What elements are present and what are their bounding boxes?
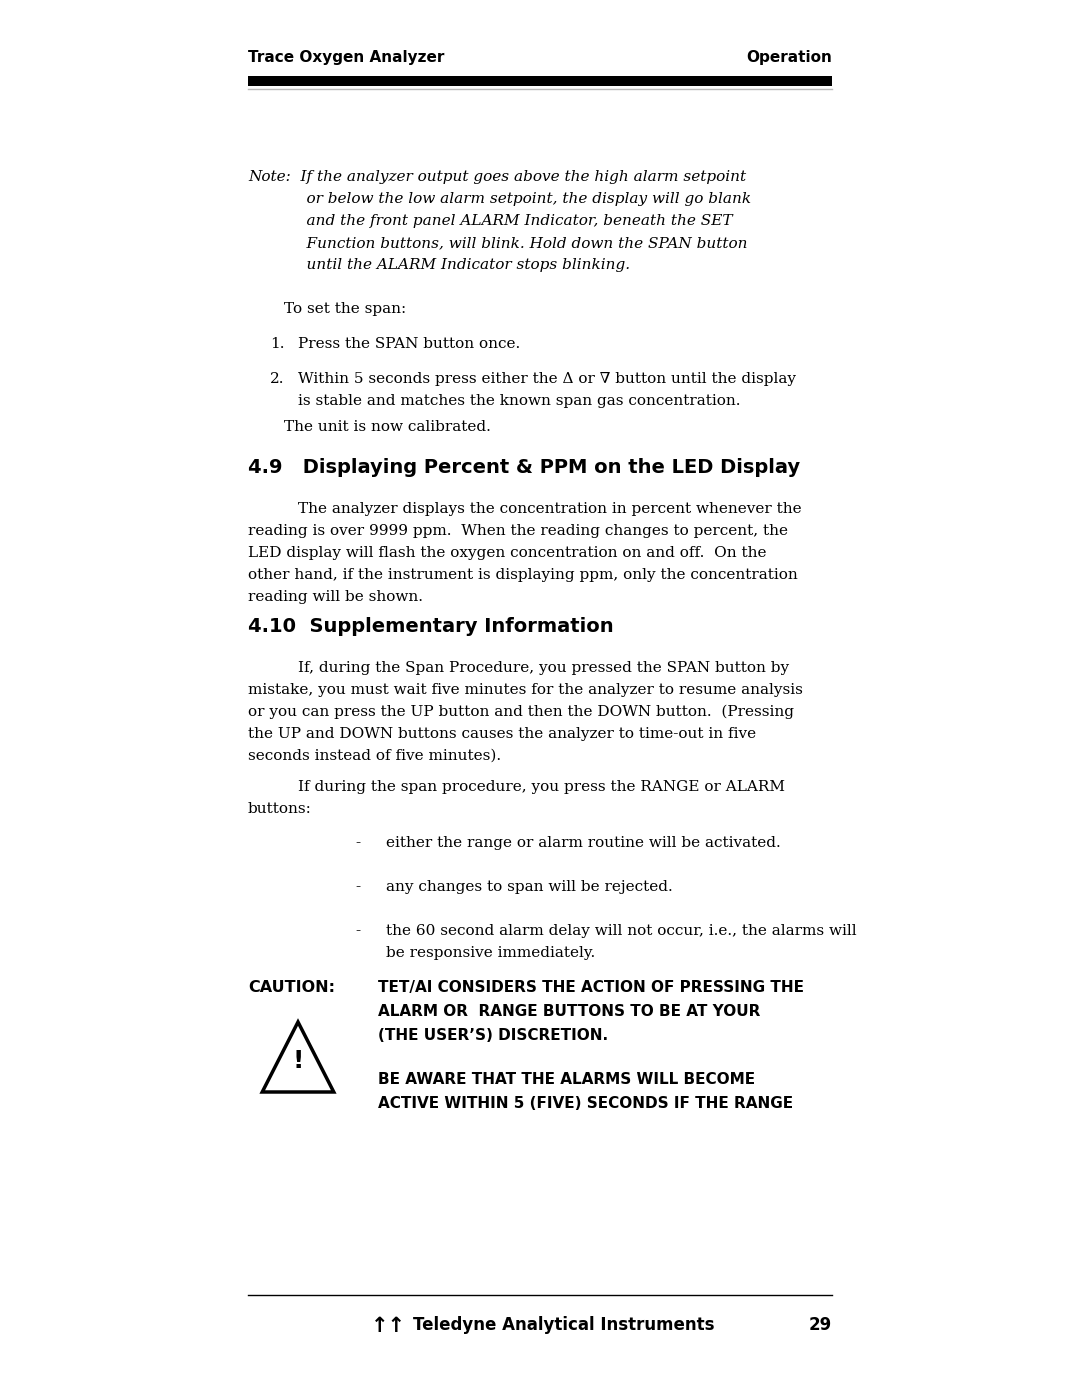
Text: Function buttons, will blink. Hold down the SPAN button: Function buttons, will blink. Hold down …: [248, 236, 747, 250]
Text: If, during the Span Procedure, you pressed the SPAN button by: If, during the Span Procedure, you press…: [298, 661, 789, 675]
Text: ALARM OR  RANGE BUTTONS TO BE AT YOUR: ALARM OR RANGE BUTTONS TO BE AT YOUR: [378, 1004, 760, 1018]
Text: Within 5 seconds press either the Δ or ∇ button until the display: Within 5 seconds press either the Δ or ∇…: [298, 372, 796, 386]
Text: Operation: Operation: [746, 50, 832, 66]
Text: 29: 29: [809, 1316, 832, 1334]
Text: Teledyne Analytical Instruments: Teledyne Analytical Instruments: [413, 1316, 715, 1334]
Text: reading is over 9999 ppm.  When the reading changes to percent, the: reading is over 9999 ppm. When the readi…: [248, 524, 788, 538]
Text: (THE USER’S) DISCRETION.: (THE USER’S) DISCRETION.: [378, 1028, 608, 1044]
Text: seconds instead of five minutes).: seconds instead of five minutes).: [248, 749, 501, 763]
Text: -: -: [355, 923, 361, 937]
Text: 4.9   Displaying Percent & PPM on the LED Display: 4.9 Displaying Percent & PPM on the LED …: [248, 458, 800, 476]
Text: TET/AI CONSIDERS THE ACTION OF PRESSING THE: TET/AI CONSIDERS THE ACTION OF PRESSING …: [378, 981, 804, 995]
Bar: [248, 75, 832, 87]
Text: is stable and matches the known span gas concentration.: is stable and matches the known span gas…: [298, 394, 741, 408]
Text: buttons:: buttons:: [248, 802, 312, 816]
Text: either the range or alarm routine will be activated.: either the range or alarm routine will b…: [386, 835, 781, 849]
Text: -: -: [355, 880, 361, 894]
Text: or below the low alarm setpoint, the display will go blank: or below the low alarm setpoint, the dis…: [248, 191, 751, 205]
Text: until the ALARM Indicator stops blinking.: until the ALARM Indicator stops blinking…: [248, 258, 630, 272]
Text: other hand, if the instrument is displaying ppm, only the concentration: other hand, if the instrument is display…: [248, 569, 798, 583]
Text: LED display will flash the oxygen concentration on and off.  On the: LED display will flash the oxygen concen…: [248, 546, 767, 560]
Text: The analyzer displays the concentration in percent whenever the: The analyzer displays the concentration …: [298, 502, 801, 515]
Text: 1.: 1.: [270, 337, 284, 351]
Text: Note:  If the analyzer output goes above the high alarm setpoint: Note: If the analyzer output goes above …: [248, 170, 746, 184]
Text: To set the span:: To set the span:: [284, 302, 406, 316]
Text: CAUTION:: CAUTION:: [248, 981, 335, 995]
Text: the UP and DOWN buttons causes the analyzer to time-out in five: the UP and DOWN buttons causes the analy…: [248, 726, 756, 740]
Text: mistake, you must wait five minutes for the analyzer to resume analysis: mistake, you must wait five minutes for …: [248, 683, 802, 697]
Text: and the front panel ALARM Indicator, beneath the SET: and the front panel ALARM Indicator, ben…: [248, 214, 732, 228]
Text: the 60 second alarm delay will not occur, i.e., the alarms will: the 60 second alarm delay will not occur…: [386, 923, 856, 937]
Text: !: !: [293, 1049, 303, 1073]
Text: 2.: 2.: [270, 372, 284, 386]
Text: Trace Oxygen Analyzer: Trace Oxygen Analyzer: [248, 50, 444, 66]
Text: 4.10  Supplementary Information: 4.10 Supplementary Information: [248, 617, 613, 636]
Text: reading will be shown.: reading will be shown.: [248, 590, 423, 604]
Text: If during the span procedure, you press the RANGE or ALARM: If during the span procedure, you press …: [298, 780, 785, 793]
Text: -: -: [355, 835, 361, 849]
Text: Press the SPAN button once.: Press the SPAN button once.: [298, 337, 521, 351]
Text: be responsive immediately.: be responsive immediately.: [386, 946, 595, 960]
Text: or you can press the UP button and then the DOWN button.  (Pressing: or you can press the UP button and then …: [248, 705, 794, 719]
Text: ↑↑: ↑↑: [372, 1316, 406, 1336]
Text: ACTIVE WITHIN 5 (FIVE) SECONDS IF THE RANGE: ACTIVE WITHIN 5 (FIVE) SECONDS IF THE RA…: [378, 1097, 793, 1111]
Text: BE AWARE THAT THE ALARMS WILL BECOME: BE AWARE THAT THE ALARMS WILL BECOME: [378, 1071, 755, 1087]
Text: The unit is now calibrated.: The unit is now calibrated.: [284, 420, 491, 434]
Text: any changes to span will be rejected.: any changes to span will be rejected.: [386, 880, 673, 894]
